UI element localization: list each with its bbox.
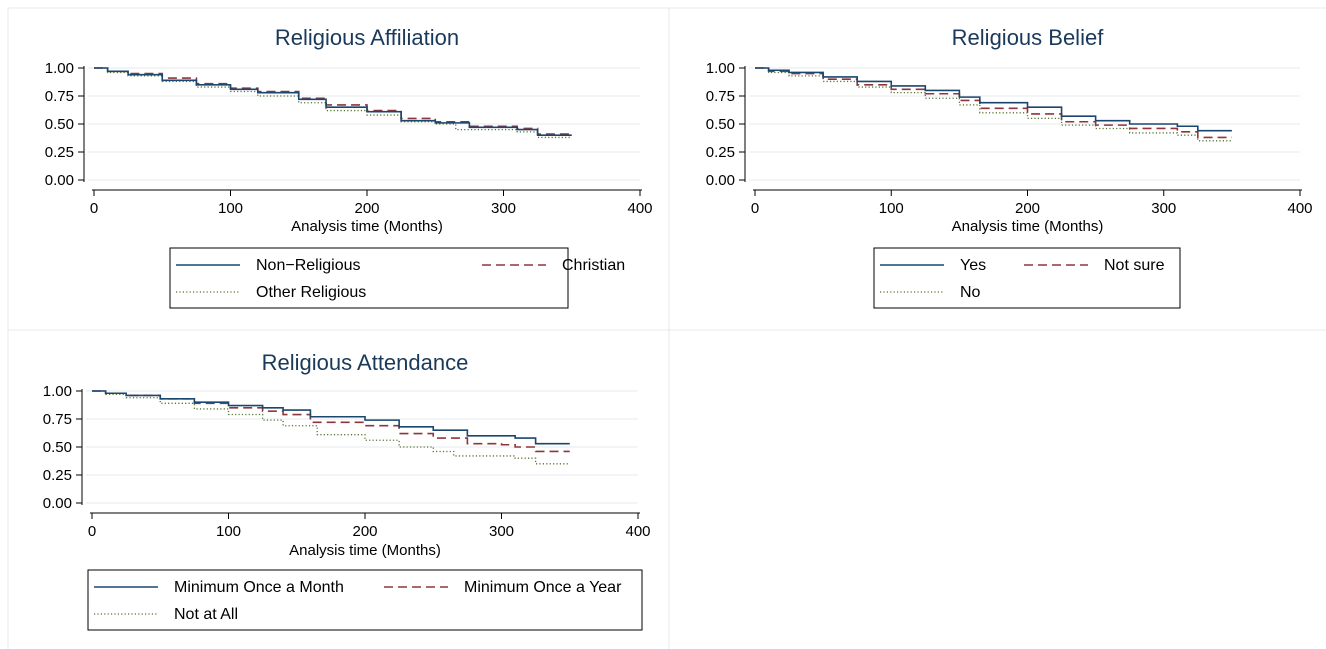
legend-box xyxy=(873,247,1181,309)
series-line-3 xyxy=(755,67,1232,142)
y-tick-label: 0.25 xyxy=(706,144,735,161)
y-tick-label: 0.50 xyxy=(45,116,74,133)
y-tick-label: 0.75 xyxy=(43,411,72,428)
x-tick-label: 400 xyxy=(627,200,652,217)
y-tick-label: 0.50 xyxy=(706,116,735,133)
chart-panel-2: Religious Belief 0.00 0.25 0.50 0.75 1.00 0 100… xyxy=(706,25,1313,309)
y-tick-label: 1.00 xyxy=(43,383,72,400)
y-tick-label: 0.00 xyxy=(45,172,74,189)
series-line-1 xyxy=(755,67,1232,132)
y-tick-label: 1.00 xyxy=(45,60,74,77)
x-tick-label: 100 xyxy=(218,200,243,217)
legend: Minimum Once a Month Minimum Once a Year N… xyxy=(87,569,643,631)
legend-box xyxy=(87,569,643,631)
chart-title: Religious Affiliation xyxy=(275,25,459,50)
x-tick-label: 300 xyxy=(489,523,514,540)
chart-panel-1: Religious Affiliation 0.00 0.25 0.50 0.75 1.0… xyxy=(45,25,653,309)
legend-box xyxy=(169,247,569,309)
legend-label-3: No xyxy=(960,284,981,301)
x-tick-label: 0 xyxy=(751,200,759,217)
series-line-2 xyxy=(92,390,570,453)
y-tick-label: 0.25 xyxy=(45,144,74,161)
y-tick-label: 0.25 xyxy=(43,467,72,484)
x-tick-label: 100 xyxy=(879,200,904,217)
series-line-1 xyxy=(94,67,572,136)
x-tick-label: 300 xyxy=(1151,200,1176,217)
legend-label-1: Yes xyxy=(960,257,986,274)
chart-title: Religious Belief xyxy=(952,25,1105,50)
chart-title: Religious Attendance xyxy=(262,350,469,375)
x-tick-label: 200 xyxy=(1015,200,1040,217)
x-axis-label: Analysis time (Months) xyxy=(289,542,441,559)
legend-label-2: Not sure xyxy=(1104,257,1165,274)
y-tick-label: 0.00 xyxy=(43,495,72,512)
legend: Non−Religious Christian Other Religious xyxy=(169,247,625,309)
x-tick-label: 0 xyxy=(88,523,96,540)
y-tick-label: 1.00 xyxy=(706,60,735,77)
legend-label-3: Not at All xyxy=(174,606,238,623)
chart-panel-3: Religious Attendance 0.00 0.25 0.50 0.75 1.00… xyxy=(43,350,651,631)
y-tick-label: 0.00 xyxy=(706,172,735,189)
x-axis-label: Analysis time (Months) xyxy=(952,218,1104,235)
series-line-1 xyxy=(92,390,570,445)
x-tick-label: 300 xyxy=(491,200,516,217)
legend: Yes Not sure No xyxy=(873,247,1181,309)
x-tick-label: 200 xyxy=(352,523,377,540)
y-tick-label: 0.75 xyxy=(45,88,74,105)
series-line-2 xyxy=(94,67,572,135)
x-tick-label: 400 xyxy=(1287,200,1312,217)
x-tick-label: 200 xyxy=(354,200,379,217)
series-line-3 xyxy=(92,390,570,465)
x-tick-label: 400 xyxy=(625,523,650,540)
legend-label-1: Non−Religious xyxy=(256,257,361,274)
x-tick-label: 100 xyxy=(216,523,241,540)
y-tick-label: 0.75 xyxy=(706,88,735,105)
legend-label-3: Other Religious xyxy=(256,284,366,301)
x-tick-label: 0 xyxy=(90,200,98,217)
y-tick-label: 0.50 xyxy=(43,439,72,456)
legend-label-1: Minimum Once a Month xyxy=(174,579,344,596)
x-axis-label: Analysis time (Months) xyxy=(291,218,443,235)
legend-label-2: Christian xyxy=(562,257,625,274)
legend-label-2: Minimum Once a Year xyxy=(464,579,622,596)
